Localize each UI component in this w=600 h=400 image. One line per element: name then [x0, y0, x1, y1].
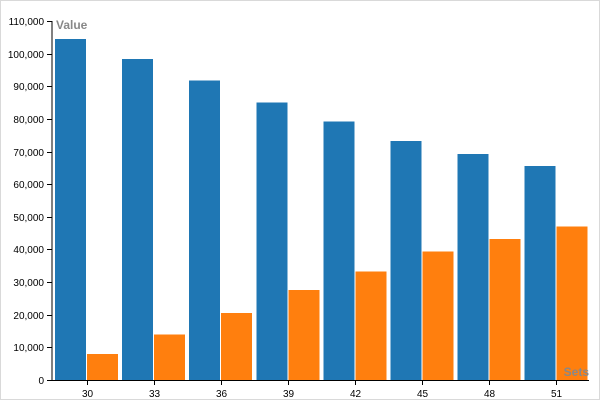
y-tick-label: 70,000: [13, 148, 44, 159]
y-tick-label: 80,000: [13, 115, 44, 126]
bar-series-2-39: [288, 289, 320, 380]
y-tick-label: 50,000: [13, 213, 44, 224]
x-axis: 30 33 36 39 42 45 48 51: [52, 380, 589, 400]
bar-series-2-42: [355, 271, 387, 380]
y-tick-label: 110,000: [9, 17, 45, 28]
x-tick-label: 42: [350, 389, 362, 400]
y-tick-label: 60,000: [13, 180, 44, 191]
bar-series-1-30: [55, 38, 86, 381]
y-axis-title: Value: [56, 18, 88, 32]
y-tick-label: 10,000: [13, 343, 44, 354]
y-tick-label: 0: [38, 376, 44, 387]
x-tick-label: 39: [283, 389, 295, 400]
y-axis: 0 10,000 20,000 30,000 40,000 50,000 60,000 70,…: [8, 17, 53, 387]
bar-series-1-51: [524, 166, 556, 380]
bars: [55, 38, 588, 381]
y-tick-label: 20,000: [13, 311, 44, 322]
bar-series-1-48: [457, 153, 489, 380]
y-tick-label: 100,000: [8, 50, 45, 61]
bar-series-1-42: [323, 121, 355, 380]
x-tick-label: 30: [82, 389, 94, 400]
y-tick-label: 40,000: [13, 245, 44, 256]
y-tick-label: 30,000: [13, 278, 44, 289]
bar-series-1-39: [256, 102, 288, 380]
x-tick-label: 48: [484, 389, 496, 400]
x-tick-label: 45: [417, 389, 429, 400]
bar-series-1-36: [189, 80, 221, 381]
bar-series-2-51: [556, 226, 588, 380]
bar-series-1-33: [122, 59, 154, 380]
bar-series-2-48: [489, 239, 521, 380]
x-tick-label: 36: [216, 389, 228, 400]
bar-series-1-45: [390, 141, 422, 380]
bar-series-2-33: [154, 334, 186, 380]
x-tick-label: 33: [149, 389, 161, 400]
y-tick-label: 90,000: [13, 82, 44, 93]
x-axis-title: Sets: [564, 365, 590, 379]
bar-series-2-30: [87, 353, 118, 380]
bar-series-2-45: [422, 251, 454, 380]
bar-series-2-36: [221, 313, 253, 380]
x-tick-label: 51: [551, 389, 563, 400]
